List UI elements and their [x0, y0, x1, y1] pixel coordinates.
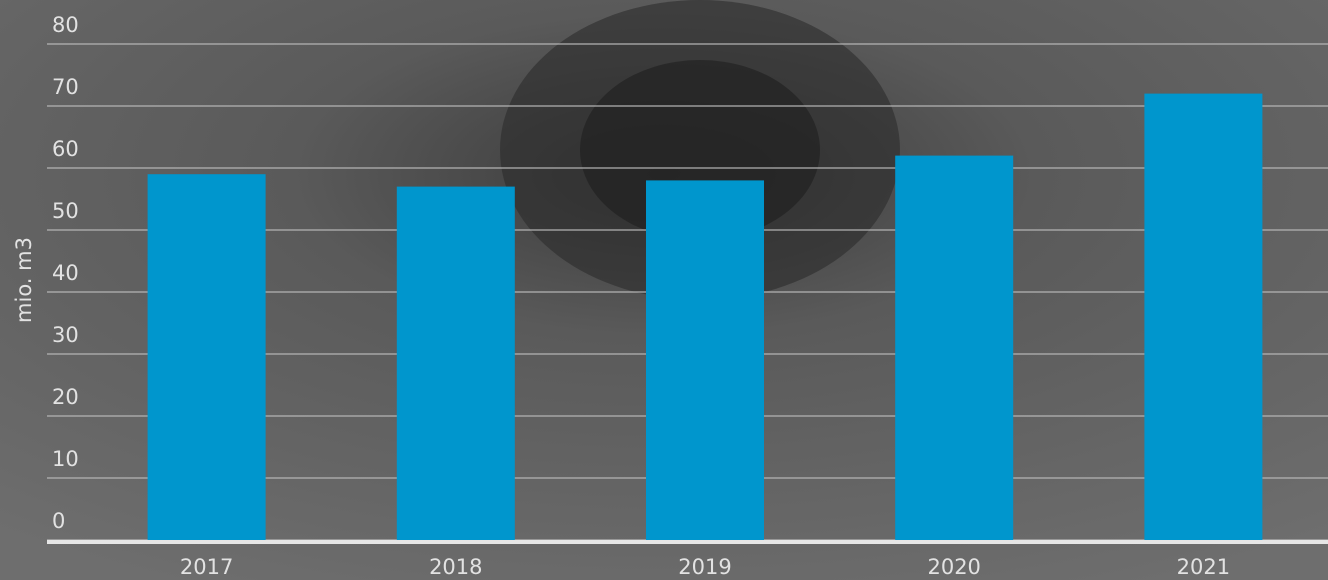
- y-tick-label: 50: [52, 199, 79, 223]
- y-tick-label: 20: [52, 385, 79, 409]
- y-axis-label: mio. m3: [12, 237, 36, 323]
- y-tick-label: 40: [52, 261, 79, 285]
- y-tick-label: 10: [52, 447, 79, 471]
- x-tick-label: 2017: [180, 555, 233, 579]
- y-tick-label: 80: [52, 13, 79, 37]
- bar: [396, 186, 515, 540]
- bar: [147, 174, 266, 540]
- y-tick-label: 60: [52, 137, 79, 161]
- x-tick-label: 2021: [1177, 555, 1230, 579]
- x-tick-label: 2018: [429, 555, 482, 579]
- bar: [646, 180, 764, 540]
- x-tick-label: 2020: [927, 555, 980, 579]
- x-tick-label: 2019: [678, 555, 731, 579]
- bar: [895, 155, 1014, 540]
- y-tick-label: 0: [52, 509, 65, 533]
- y-tick-label: 30: [52, 323, 79, 347]
- y-tick-label: 70: [52, 75, 79, 99]
- bar: [1144, 93, 1263, 540]
